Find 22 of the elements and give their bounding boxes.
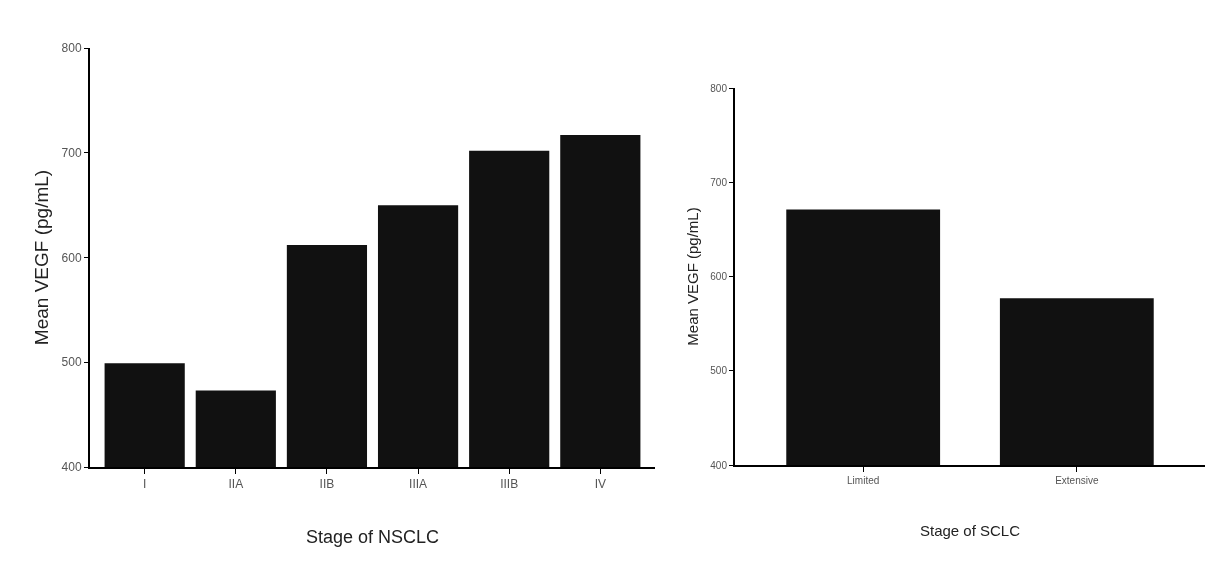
x-tick-label: I (143, 477, 147, 492)
y-tick-label: 500 (61, 355, 82, 370)
y-tick-label: 700 (61, 145, 82, 160)
y-axis-title: Mean VEGF (pg/mL) (30, 169, 52, 346)
y-tick-label: 600 (710, 271, 728, 282)
y-tick-label: 600 (61, 250, 82, 265)
y-tick-label: 400 (61, 460, 82, 475)
y-axis-title: Mean VEGF (pg/mL) (684, 207, 702, 346)
y-tick-label: 800 (710, 82, 728, 94)
x-tick-label: IIIB (500, 477, 519, 492)
x-tick-label: IIA (228, 477, 244, 492)
y-tick-label: 800 (61, 41, 82, 56)
x-axis-title: Stage of SCLC (919, 521, 1021, 539)
y-tick-label: 400 (710, 459, 728, 471)
x-axis-title: Stage of NSCLC (305, 527, 440, 547)
y-tick-label: 700 (710, 176, 728, 188)
y-tick-label: 500 (710, 365, 728, 377)
x-tick-label: IIIA (409, 477, 428, 492)
x-tick-label: IIB (319, 477, 335, 492)
x-tick-label: Extensive (1055, 475, 1099, 486)
x-tick-label: IV (594, 477, 606, 492)
x-tick-label: Limited (847, 475, 880, 486)
